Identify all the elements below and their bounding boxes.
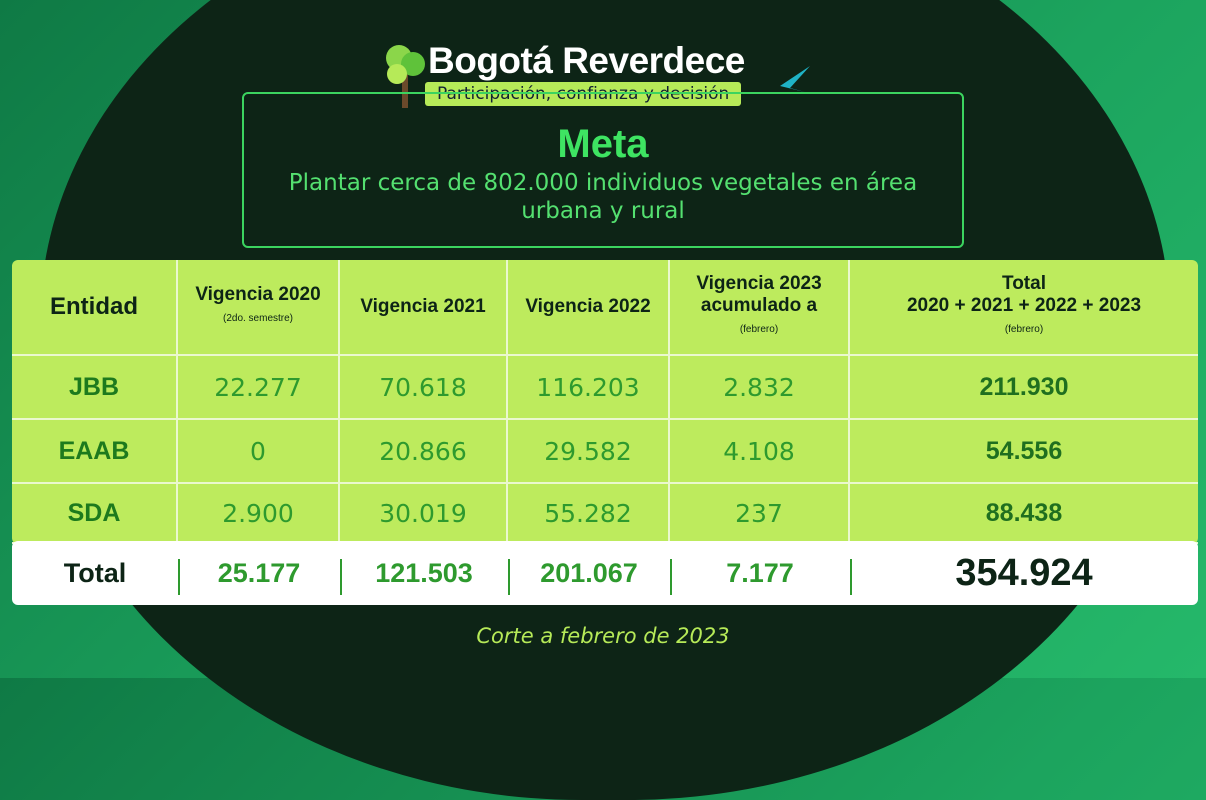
value-cell: 55.282 <box>508 484 670 544</box>
data-table: Entidad Vigencia 2020 (2do. semestre) Vigen… <box>12 260 1198 544</box>
entity-cell: JBB <box>12 356 178 420</box>
total-label: Total <box>63 557 127 588</box>
header-label: Vigencia 2022 <box>525 296 651 317</box>
value-cell: 211.930 <box>850 356 1198 420</box>
header-note: (febrero) <box>1004 324 1044 335</box>
value-cell: 2.900 <box>178 484 340 544</box>
header-note: (2do. semestre) <box>222 313 294 324</box>
footer-note: Corte a febrero de 2023 <box>476 624 730 648</box>
value-cell: 4.108 <box>670 420 850 484</box>
value-cell: 0 <box>178 420 340 484</box>
header-note: (febrero) <box>739 324 779 335</box>
value-cell: 237 <box>670 484 850 544</box>
total-value: 7.177 <box>670 541 850 605</box>
value-cell: 2.832 <box>670 356 850 420</box>
total-row: Total 25.177 121.503 201.067 7.177 354.924 <box>12 541 1198 605</box>
header-cell: Vigencia 2023 acumulado a (febrero) <box>670 260 850 356</box>
header-label: Vigencia 2020 <box>195 284 321 305</box>
goal-title: Meta <box>557 122 649 166</box>
total-value: 201.067 <box>508 541 670 605</box>
value-cell: 29.582 <box>508 420 670 484</box>
value-cell: 22.277 <box>178 356 340 420</box>
value-cell: 20.866 <box>340 420 508 484</box>
header-cell: Total 2020 + 2021 + 2022 + 2023 (febrero) <box>850 260 1198 356</box>
entity-cell: EAAB <box>12 420 178 484</box>
header-label: Vigencia 2023 acumulado a <box>696 273 822 316</box>
header-cell: Vigencia 2020 (2do. semestre) <box>178 260 340 356</box>
value-cell: 70.618 <box>340 356 508 420</box>
total-value: 121.503 <box>340 541 508 605</box>
goal-box: Meta Plantar cerca de 802.000 individuos… <box>242 92 964 248</box>
entity-cell: SDA <box>12 484 178 544</box>
header-cell: Vigencia 2021 <box>340 260 508 356</box>
value-cell: 88.438 <box>850 484 1198 544</box>
goal-text: Plantar cerca de 802.000 individuos vege… <box>288 170 918 224</box>
brand-title: Bogotá Reverdece <box>428 40 745 81</box>
header-cell: Vigencia 2022 <box>508 260 670 356</box>
value-cell: 54.556 <box>850 420 1198 484</box>
value-cell: 30.019 <box>340 484 508 544</box>
brand-tagline: Participación, confianza y decisión <box>425 82 742 106</box>
logo-graphic <box>386 45 810 108</box>
header-cell: Entidad <box>12 260 178 356</box>
header-label: Total <box>1002 273 1046 294</box>
value-cell: 116.203 <box>508 356 670 420</box>
header-label: Vigencia 2021 <box>360 296 486 317</box>
total-value: 354.924 <box>850 541 1198 605</box>
header-label: Entidad <box>50 293 138 320</box>
total-value: 25.177 <box>178 541 340 605</box>
header-sublabel: 2020 + 2021 + 2022 + 2023 <box>906 295 1142 316</box>
